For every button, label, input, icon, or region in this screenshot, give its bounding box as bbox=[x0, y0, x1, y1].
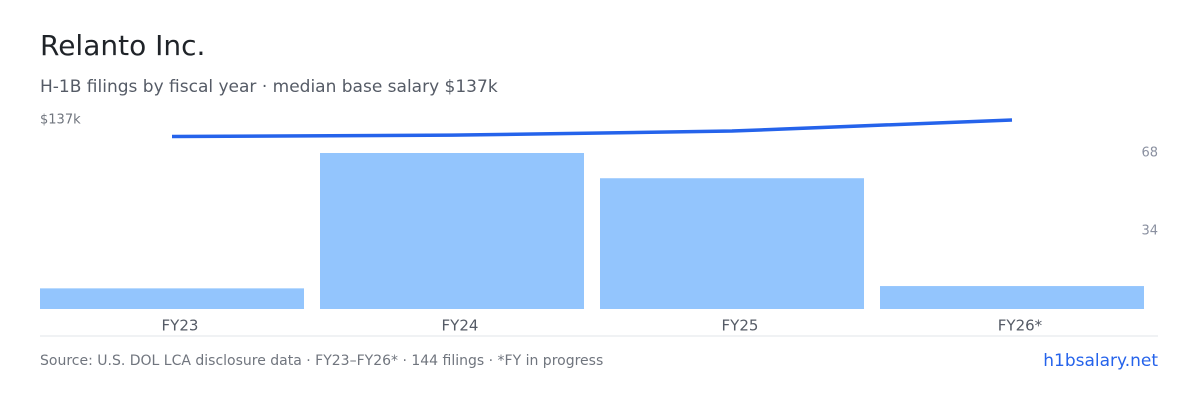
bar bbox=[40, 288, 304, 309]
site-link[interactable]: h1bsalary.net bbox=[1043, 351, 1158, 371]
y2-tick-label: 34 bbox=[1141, 224, 1158, 239]
bar bbox=[600, 178, 864, 309]
chart-subtitle: H-1B filings by fiscal year · median bas… bbox=[40, 77, 498, 97]
bar bbox=[880, 286, 1144, 309]
x-tick-label: FY24 bbox=[442, 317, 479, 335]
y2-tick-label: 68 bbox=[1141, 146, 1158, 161]
source-note: Source: U.S. DOL LCA disclosure data · F… bbox=[40, 353, 603, 369]
salary-line bbox=[171, 118, 1013, 139]
y-tick-label: $137k bbox=[40, 113, 81, 128]
x-tick-label: FY23 bbox=[162, 317, 199, 335]
x-tick-label: FY25 bbox=[722, 317, 759, 335]
bar bbox=[320, 153, 584, 309]
x-tick-label: FY26* bbox=[998, 317, 1043, 335]
chart-title: Relanto Inc. bbox=[40, 29, 205, 62]
